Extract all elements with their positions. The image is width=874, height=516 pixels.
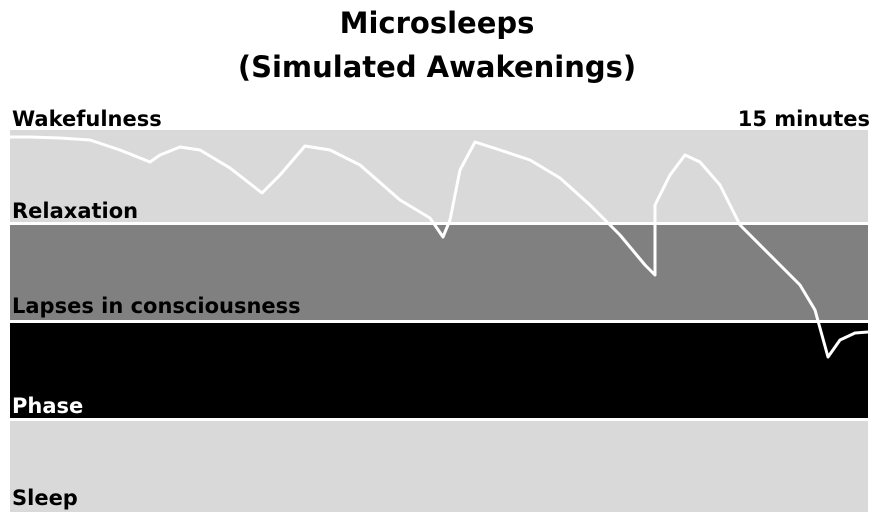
band-relaxation [10,225,868,320]
title-line: (Simulated Awakenings) [238,50,636,84]
corner-label: 15 minutes [738,107,870,131]
curve [10,135,869,359]
band-wakefulness [10,130,868,222]
zone-label: Sleep [12,486,78,510]
zone-label: Phase [12,394,83,418]
band-sleep [10,421,868,512]
zone-label: Relaxation [12,199,138,223]
corner-label: Wakefulness [12,107,162,131]
zone-label: Lapses in consciousness [12,294,301,318]
band-lapses [10,323,868,418]
title-line: Microsleeps [340,6,535,40]
